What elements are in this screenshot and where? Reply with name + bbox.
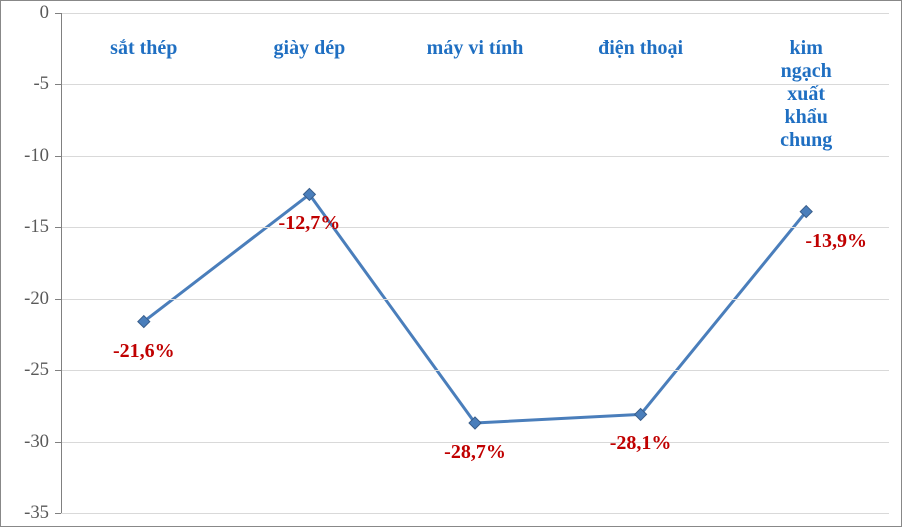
y-axis-line (61, 13, 62, 513)
data-point-label: -13,9% (805, 230, 867, 253)
data-point-label: -12,7% (279, 212, 341, 235)
y-gridline (61, 13, 889, 14)
series-line (144, 194, 806, 423)
y-tick-label: -35 (24, 502, 49, 524)
y-tick-label: -15 (24, 216, 49, 238)
y-tick-label: -25 (24, 359, 49, 381)
y-gridline (61, 227, 889, 228)
data-point-label: -21,6% (113, 340, 175, 363)
y-gridline (61, 299, 889, 300)
y-tick-label: -10 (24, 145, 49, 167)
plot-area: 0-5-10-15-20-25-30-35sắt thépgiày dépmáy… (61, 13, 889, 513)
y-tick-label: -30 (24, 431, 49, 453)
y-tick-label: 0 (40, 2, 49, 24)
category-label: kim ngạch xuất khẩu chung (765, 37, 848, 152)
y-gridline (61, 156, 889, 157)
category-label: điện thoại (598, 37, 683, 60)
category-label: giày dép (274, 37, 346, 60)
data-point-label: -28,7% (444, 441, 506, 464)
category-label: sắt thép (110, 37, 177, 60)
chart-frame: 0 -5 -10 -15 -20 -25 -30 -35 sắt thép giày dép máy… (0, 0, 902, 527)
y-tick-label: -20 (24, 288, 49, 310)
y-gridline (61, 370, 889, 371)
y-tickmark (55, 513, 61, 514)
y-tick-label: -5 (33, 73, 49, 95)
y-gridline (61, 513, 889, 514)
data-point-label: -28,1% (610, 432, 672, 455)
category-label: máy vi tính (427, 37, 524, 60)
